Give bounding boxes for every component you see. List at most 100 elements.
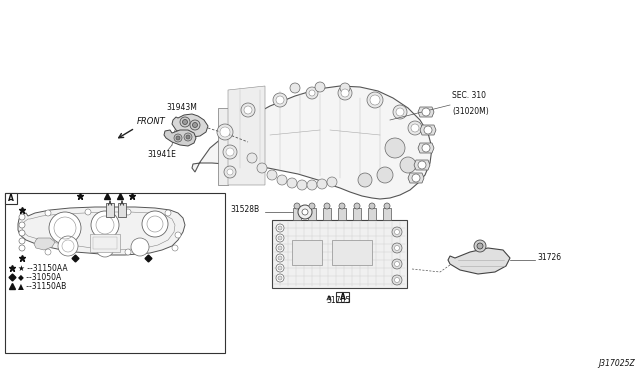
Circle shape: [276, 274, 284, 282]
Circle shape: [174, 134, 182, 142]
Bar: [336, 292, 349, 302]
Circle shape: [392, 259, 402, 269]
Polygon shape: [218, 108, 228, 185]
Bar: [383, 208, 391, 220]
Circle shape: [190, 120, 200, 130]
Bar: [308, 208, 316, 220]
Polygon shape: [418, 143, 434, 153]
Circle shape: [176, 136, 180, 140]
Circle shape: [424, 126, 432, 134]
Text: 31943M: 31943M: [166, 103, 197, 112]
Circle shape: [165, 210, 171, 216]
Circle shape: [278, 276, 282, 280]
Circle shape: [408, 121, 422, 135]
Text: ▲ --31150AB: ▲ --31150AB: [18, 282, 67, 291]
Polygon shape: [18, 207, 185, 255]
Circle shape: [340, 83, 350, 93]
Circle shape: [45, 210, 51, 216]
Circle shape: [278, 236, 282, 240]
Polygon shape: [418, 107, 434, 117]
Bar: [5, 193, 17, 204]
Bar: [353, 208, 361, 220]
Circle shape: [298, 205, 312, 219]
Circle shape: [226, 148, 234, 156]
Circle shape: [267, 170, 277, 180]
Circle shape: [142, 211, 168, 237]
Circle shape: [276, 254, 284, 262]
Circle shape: [85, 209, 91, 215]
Circle shape: [276, 96, 284, 104]
Circle shape: [317, 179, 327, 189]
Text: 31528B: 31528B: [231, 205, 260, 215]
Text: SEC. 310: SEC. 310: [452, 91, 486, 100]
Circle shape: [392, 275, 402, 285]
Circle shape: [396, 108, 404, 116]
Bar: [90, 234, 120, 252]
Bar: [338, 208, 346, 220]
Circle shape: [278, 266, 282, 270]
Circle shape: [125, 209, 131, 215]
Polygon shape: [172, 114, 208, 137]
Circle shape: [180, 117, 190, 127]
Circle shape: [58, 236, 78, 256]
Circle shape: [220, 127, 230, 137]
Bar: [5, 193, 225, 353]
Circle shape: [247, 153, 257, 163]
Circle shape: [186, 135, 190, 139]
Circle shape: [327, 177, 337, 187]
Text: A: A: [8, 194, 14, 203]
Circle shape: [172, 245, 178, 251]
Text: 31726: 31726: [537, 253, 561, 263]
Circle shape: [294, 203, 300, 209]
Circle shape: [277, 175, 287, 185]
Polygon shape: [292, 240, 322, 265]
Circle shape: [411, 124, 419, 132]
Circle shape: [422, 108, 430, 116]
Circle shape: [223, 145, 237, 159]
Polygon shape: [228, 86, 265, 185]
Text: FRONT: FRONT: [137, 117, 166, 126]
Circle shape: [244, 106, 252, 114]
Text: ★ --31150AA: ★ --31150AA: [18, 263, 68, 273]
Polygon shape: [332, 240, 372, 265]
Circle shape: [276, 224, 284, 232]
Circle shape: [278, 256, 282, 260]
Circle shape: [377, 167, 393, 183]
Circle shape: [394, 246, 399, 250]
Bar: [272, 220, 407, 288]
Circle shape: [392, 243, 402, 253]
Circle shape: [19, 214, 25, 220]
Circle shape: [182, 119, 188, 125]
Circle shape: [367, 92, 383, 108]
Circle shape: [19, 238, 25, 244]
Circle shape: [227, 169, 233, 175]
Text: A: A: [340, 292, 346, 301]
Circle shape: [184, 133, 192, 141]
Circle shape: [19, 230, 25, 236]
Circle shape: [278, 246, 282, 250]
Circle shape: [49, 212, 81, 244]
Circle shape: [394, 262, 399, 266]
Circle shape: [276, 234, 284, 242]
Polygon shape: [408, 173, 424, 183]
Circle shape: [354, 203, 360, 209]
Polygon shape: [34, 238, 55, 250]
Bar: [323, 208, 331, 220]
Circle shape: [45, 249, 51, 255]
Circle shape: [385, 138, 405, 158]
Circle shape: [384, 203, 390, 209]
Circle shape: [474, 240, 486, 252]
Circle shape: [224, 166, 236, 178]
Circle shape: [125, 249, 131, 255]
Circle shape: [257, 163, 267, 173]
Circle shape: [422, 144, 430, 152]
Circle shape: [91, 211, 119, 239]
Circle shape: [400, 157, 416, 173]
Circle shape: [287, 178, 297, 188]
Bar: [106, 203, 114, 217]
Circle shape: [241, 103, 255, 117]
Text: 31705: 31705: [327, 296, 351, 305]
Circle shape: [412, 174, 420, 182]
Circle shape: [315, 82, 325, 92]
Circle shape: [339, 203, 345, 209]
